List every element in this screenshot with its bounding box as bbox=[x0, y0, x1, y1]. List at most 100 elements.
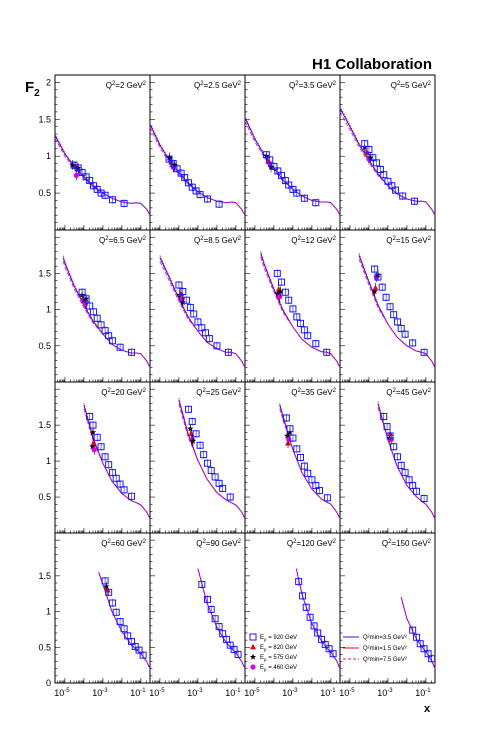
x-tick-base: 10 bbox=[415, 688, 425, 698]
panel-border bbox=[149, 532, 246, 684]
y-tick-label: 0.5 bbox=[38, 642, 51, 652]
data-point-ep-920 bbox=[86, 302, 94, 310]
panel-q2-label: Q2=3.5 GeV2 bbox=[289, 81, 337, 90]
x-tick-base: 10 bbox=[320, 688, 330, 698]
data-point-ep-920 bbox=[390, 443, 398, 451]
panel-content: Q2=120 GeV2 bbox=[287, 539, 341, 669]
data-point-ep-920 bbox=[192, 187, 200, 195]
fit-curve-qmin-1.5 bbox=[159, 255, 246, 368]
collaboration-title: H1 Collaboration bbox=[312, 56, 432, 73]
legend-entry-fit: Q²min=7.5 GeV² bbox=[343, 657, 407, 663]
legend-label-sub: p bbox=[264, 637, 267, 642]
fit-curve-qmin-1.5 bbox=[149, 122, 246, 216]
fit-curve-qmin-7.5 bbox=[358, 258, 436, 368]
data-point-ep-920 bbox=[97, 189, 105, 197]
data-point-ep-920 bbox=[211, 473, 219, 481]
data-point-ep-920 bbox=[314, 629, 322, 637]
q2-value: =45 GeV bbox=[396, 388, 428, 397]
q2-sup: 2 bbox=[393, 236, 397, 242]
q2-unit-sup: 2 bbox=[238, 388, 242, 394]
x-tick-exp: -1 bbox=[140, 688, 146, 694]
data-point-ep-920 bbox=[205, 335, 213, 343]
legend-label-b: = 920 GeV bbox=[267, 635, 298, 641]
data-point-ep-920 bbox=[185, 405, 193, 413]
data-point-ep-920 bbox=[420, 494, 428, 502]
x-tick-exp: -5 bbox=[254, 688, 260, 694]
data-point-ep-920 bbox=[420, 348, 428, 356]
data-point-ep-920 bbox=[285, 181, 293, 189]
data-point-ep-920 bbox=[219, 630, 227, 638]
data-point-ep-920 bbox=[215, 479, 223, 487]
x-tick-exp: -5 bbox=[159, 688, 165, 694]
data-point-ep-920 bbox=[394, 453, 402, 461]
q2-sup: 2 bbox=[203, 539, 207, 545]
data-point-ep-920 bbox=[165, 155, 173, 163]
data-point-ep-920 bbox=[296, 319, 304, 327]
x-tick-exp: -1 bbox=[330, 688, 336, 694]
q2-value: =15 GeV bbox=[396, 236, 428, 245]
panel-content: Q2=2.5 GeV2 bbox=[149, 81, 246, 216]
q2-sup: 2 bbox=[112, 81, 116, 87]
panel-frame: 0.5 1 1.5 2 bbox=[38, 74, 151, 231]
data-point-ep-920 bbox=[109, 337, 117, 345]
data-point-ep-920 bbox=[185, 179, 193, 187]
data-point-ep-920 bbox=[105, 588, 113, 596]
data-point-ep-920 bbox=[384, 177, 392, 185]
data-point-ep-920 bbox=[109, 196, 117, 204]
data-point-low-ep bbox=[367, 154, 374, 161]
data-point-ep-920 bbox=[198, 324, 206, 332]
fit-curve-qmin-3.5 bbox=[149, 124, 246, 216]
data-point-ep-920 bbox=[78, 168, 86, 176]
data-point-ep-920 bbox=[270, 163, 278, 171]
data-point-ep-920 bbox=[196, 191, 204, 199]
x-tick-label: 10-3 bbox=[92, 688, 108, 698]
fit-curve-qmin-1.5 bbox=[83, 402, 151, 519]
x-tick-exp: -3 bbox=[387, 688, 393, 694]
data-point-ep-920 bbox=[175, 281, 183, 289]
q2-value: =2.5 GeV bbox=[204, 81, 239, 90]
data-point-ep-920 bbox=[312, 482, 320, 490]
panel-frame: 0.5 1 1.5 bbox=[38, 381, 151, 534]
q2-q: Q bbox=[101, 539, 107, 548]
legend-label-sub: p bbox=[264, 647, 267, 652]
panel-content: Q2=6.5 GeV2 bbox=[62, 236, 151, 368]
q2-sup: 2 bbox=[295, 81, 299, 87]
fit-curve-qmin-3.5 bbox=[159, 257, 246, 368]
data-point-ep-920 bbox=[90, 308, 98, 316]
data-point-ep-920 bbox=[226, 493, 234, 501]
fit-curve-qmin-7.5 bbox=[83, 408, 151, 519]
q2-unit-sup: 2 bbox=[428, 388, 432, 394]
data-point-ep-920 bbox=[405, 476, 413, 484]
data-point-ep-920 bbox=[329, 650, 337, 658]
legend-entry-beam: Ep = 575 GeV bbox=[249, 653, 297, 662]
data-point-ep-920 bbox=[281, 288, 289, 296]
data-point-ep-920 bbox=[112, 608, 120, 616]
panel-q2-label: Q2=6.5 GeV2 bbox=[99, 236, 147, 245]
data-point-ep-920 bbox=[306, 613, 314, 621]
fit-curve-qmin-3.5 bbox=[62, 257, 151, 368]
q2-value: =90 GeV bbox=[206, 539, 238, 548]
data-point-ep-920 bbox=[101, 577, 109, 585]
y-tick-label: 1 bbox=[46, 305, 51, 315]
data-point-low-ep bbox=[179, 298, 187, 306]
q2-value: =8.5 GeV bbox=[204, 236, 239, 245]
data-point-low-ep bbox=[69, 161, 76, 168]
data-point-ep-920 bbox=[179, 288, 187, 296]
data-point-low-ep bbox=[274, 290, 282, 297]
data-point-ep-920 bbox=[374, 273, 382, 281]
legend-label-b: = 460 GeV bbox=[267, 665, 298, 671]
x-tick-base: 10 bbox=[149, 688, 159, 698]
q2-sup: 2 bbox=[298, 236, 302, 242]
data-point-ep-920 bbox=[390, 311, 398, 319]
legend-label-sub: p bbox=[264, 657, 267, 662]
q2-value: =25 GeV bbox=[206, 388, 238, 397]
panel-content: Q2=60 GeV2 bbox=[98, 539, 151, 669]
data-point-ep-920 bbox=[86, 413, 94, 421]
fit-curve-qmin-1.5 bbox=[244, 115, 341, 216]
data-point-ep-920 bbox=[93, 433, 101, 441]
data-point-ep-920 bbox=[323, 494, 331, 502]
data-point-ep-920 bbox=[234, 650, 242, 658]
x-tick-exp: -3 bbox=[102, 688, 108, 694]
fit-curve-qmin-7.5 bbox=[260, 256, 341, 368]
data-point-ep-920 bbox=[101, 327, 109, 335]
